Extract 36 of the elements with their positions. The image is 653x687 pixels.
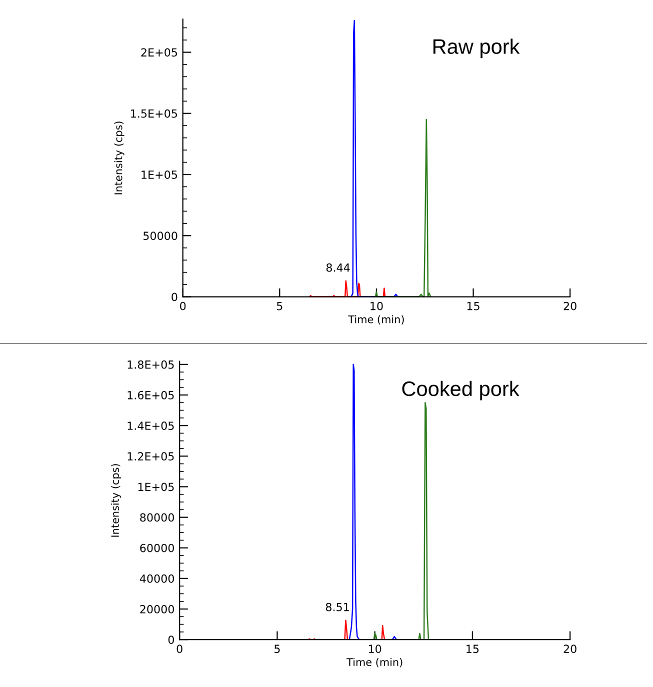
x-tick-label: 15 <box>466 644 479 654</box>
x-tick-label: 5 <box>274 644 280 654</box>
y-tick-label: 60000 <box>140 544 174 552</box>
y-tick-label: 1E+05 <box>142 170 178 179</box>
x-tick-label: 10 <box>368 644 382 654</box>
x-tick-label: 15 <box>467 302 480 310</box>
line-series <box>348 364 397 640</box>
y-tick-label: 1.4E+05 <box>128 422 174 430</box>
y-tick-label: 20000 <box>140 604 174 614</box>
line-series <box>374 118 432 297</box>
y-axis-title: Intensity (cps) <box>110 464 122 537</box>
x-tick-label: 20 <box>564 644 576 654</box>
y-tick-label: 50000 <box>143 232 178 240</box>
x-tick-label: 10 <box>370 302 383 310</box>
y-tick-label: 40000 <box>140 574 174 583</box>
y-tick-label: 0 <box>168 636 174 644</box>
y-tick-label: 0 <box>172 292 178 302</box>
line-series <box>350 20 398 297</box>
y-tick-label: 80000 <box>140 513 174 522</box>
y-tick-label: 1E+05 <box>138 482 174 492</box>
annotation: 8.44 <box>326 263 350 272</box>
line-series <box>373 402 430 640</box>
y-tick-label: 1.8E+05 <box>128 360 174 369</box>
x-axis-title: Time (min) <box>348 315 404 324</box>
text: Raw pork <box>433 38 520 58</box>
x-axis-title: Time (min) <box>346 658 402 668</box>
y-tick-label: 1.5E+05 <box>131 109 178 118</box>
annotation: 8.51 <box>326 602 349 612</box>
x-tick-label: 0 <box>180 302 186 310</box>
y-tick-label: 1.2E+05 <box>128 452 174 461</box>
y-tick-label: 1.6E+05 <box>128 390 174 400</box>
x-tick-label: 5 <box>276 302 282 310</box>
y-tick-label: 2E+05 <box>141 48 178 57</box>
y-axis-title: Intensity (cps) <box>114 122 124 194</box>
x-tick-label: 20 <box>564 302 576 310</box>
text: Cooked pork <box>402 380 520 400</box>
